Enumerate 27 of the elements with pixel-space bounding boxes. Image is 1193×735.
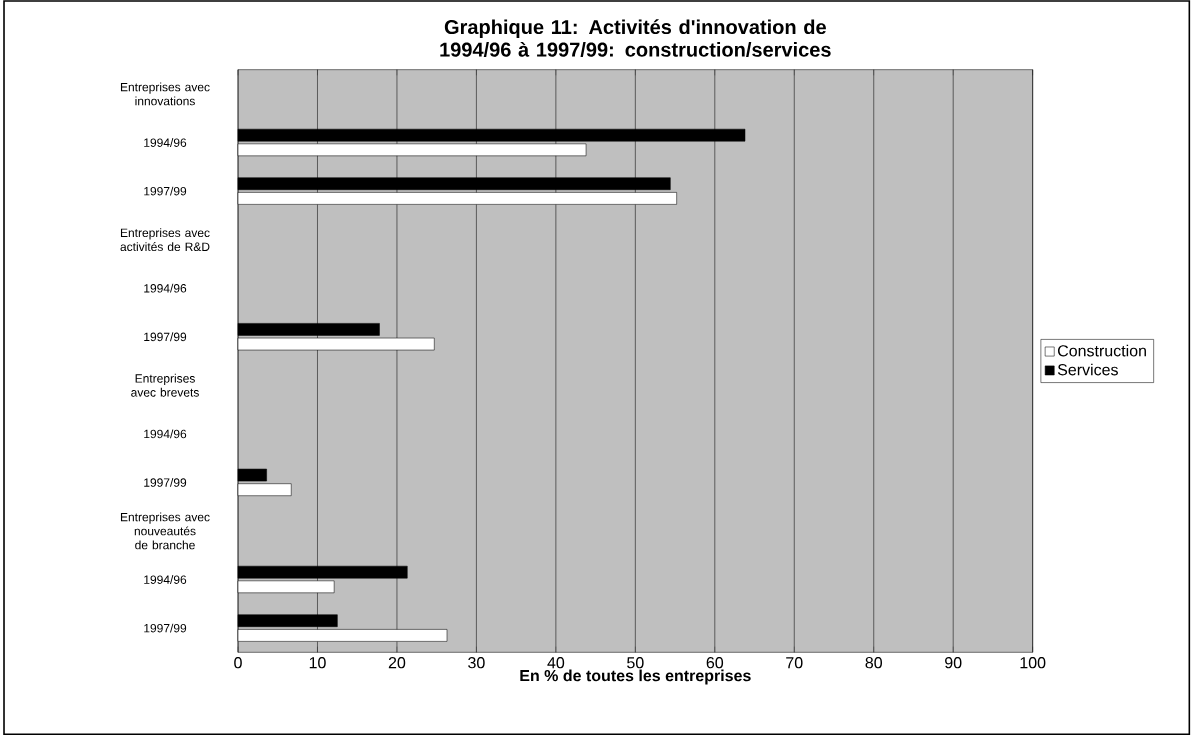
x-tick-label: 40 [547,657,565,669]
chart-title: Graphique 11: Activités d'innovation de 1994/96 à 1997/99: construction/services [440,19,831,57]
y-tick-label: 1994/96 [144,429,187,439]
x-tick-label: 20 [388,657,406,669]
y-tick-label: 1994/96 [144,138,187,147]
x-tick-label: 60 [706,657,724,669]
y-tick-label: 1994/96 [144,283,187,293]
x-tick-label: 0 [234,657,242,669]
x-tick-label: 10 [309,657,326,669]
y-tick-label: 1997/99 [144,477,187,487]
y-tick-label: Entreprises avec nouveautés de branche [120,512,210,550]
x-tick-label: 90 [945,657,962,669]
x-tick-label: 80 [865,657,883,669]
x-tick-label: 50 [627,657,644,669]
x-tick-label: 30 [468,657,485,669]
x-axis-title: En % de toutes les entreprises [520,669,751,685]
y-tick-label: 1997/99 [144,186,187,196]
y-tick-label: 1997/99 [144,332,187,342]
x-tick-label: 100 [1020,657,1046,669]
y-tick-label: 1994/96 [144,575,187,584]
y-tick-label: Entreprises avec brevets [131,373,199,397]
legend-label: Construction [1058,344,1146,357]
x-tick-label: 70 [786,657,803,669]
y-tick-label: Entreprises avec activités de R&D [120,228,210,252]
y-tick-label: Entreprises avec innovations [120,82,210,106]
y-tick-label: 1997/99 [144,623,187,633]
legend-label: Services [1057,363,1118,376]
